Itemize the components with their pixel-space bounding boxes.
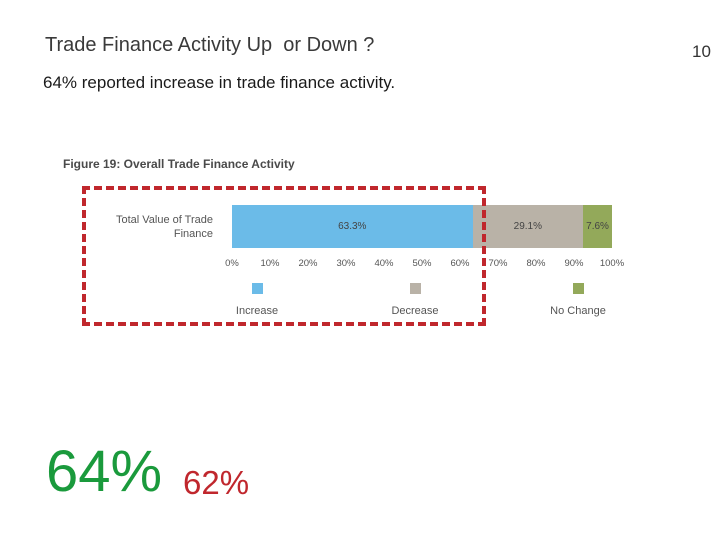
legend-label: No Change — [550, 305, 606, 317]
legend-label: Increase — [235, 305, 279, 317]
comparison-percent-large: 62% — [183, 464, 250, 501]
bar-segment-increase: 63.3% — [232, 205, 473, 248]
page-number: 10 — [692, 42, 711, 61]
slide-title: Trade Finance Activity Up or Down ? — [45, 34, 375, 56]
legend-swatch — [410, 283, 421, 294]
data-label: 7.6% — [586, 221, 609, 232]
legend-swatch — [573, 283, 584, 294]
x-tick-label: 60% — [450, 258, 470, 269]
x-tick-label: 100% — [599, 258, 625, 269]
bar-segment-no-change: 7.6% — [583, 205, 612, 248]
legend-label: Decrease — [391, 305, 439, 317]
bar-segment-decrease: 29.1% — [472, 205, 584, 248]
slide-subtitle: 64% reported increase in trade finance a… — [43, 73, 396, 92]
legend-swatch — [252, 283, 263, 294]
figure-title: Figure 19: Overall Trade Finance Activit… — [63, 157, 295, 171]
x-tick-label: 50% — [412, 258, 432, 269]
highlight-dashed-box — [82, 186, 486, 326]
x-tick-label: 90% — [564, 258, 584, 269]
x-tick-label: 20% — [298, 258, 318, 269]
increase-percent-large: 64% — [46, 439, 163, 504]
x-tick-label: 0% — [225, 258, 239, 269]
x-tick-label: 70% — [488, 258, 508, 269]
x-tick-label: 30% — [336, 258, 356, 269]
data-label: 29.1% — [513, 221, 542, 232]
data-label: 63.3% — [338, 221, 367, 232]
x-tick-label: 40% — [374, 258, 394, 269]
x-tick-label: 10% — [260, 258, 280, 269]
x-tick-label: 80% — [526, 258, 546, 269]
category-label: Total Value of Trade Finance — [115, 214, 213, 240]
